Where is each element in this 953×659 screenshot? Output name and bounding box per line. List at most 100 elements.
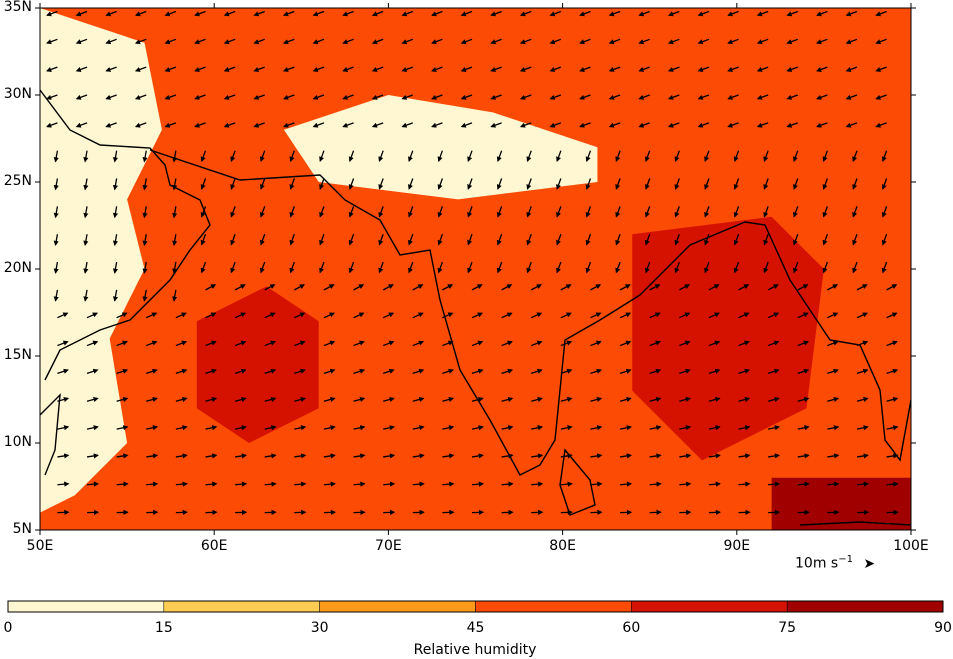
wind-arrow-421 [708,425,721,431]
wind-arrow-477 [797,453,810,459]
wind-arrow-78 [175,453,188,459]
wind-arrow-229 [412,481,425,487]
wind-arrow-526 [852,150,858,162]
colorbar-segment-1 [163,600,320,613]
wind-arrow-282 [460,66,473,72]
wind-arrow-512 [816,10,828,17]
wind-arrow-193 [353,425,366,431]
y-tick-label: 20N [3,260,32,276]
wind-arrow-98 [205,425,218,431]
wind-arrow-158 [294,340,306,347]
wind-arrow-108 [200,150,207,162]
colorbar-tick-label: 15 [154,620,173,636]
humidity-region-1 [283,95,598,200]
wind-arrow-104 [200,261,207,274]
map-plot [35,3,916,535]
wind-arrow-289 [501,396,514,403]
wind-arrow-189 [312,10,325,17]
wind-arrow-49 [112,206,119,219]
wind-arrow-53 [105,94,117,100]
colorbar-tick-label: 30 [310,620,329,636]
wind-arrow-433 [697,94,710,100]
wind-arrow-198 [353,284,365,291]
wind-arrow-292 [501,312,513,319]
wind-arrow-162 [289,233,295,246]
wind-arrow-199 [348,261,355,274]
wind-arrow-430 [704,178,710,190]
wind-arrow-271 [471,368,484,375]
wind-arrow-51 [112,150,119,163]
wind-arrow-97 [205,453,218,459]
wind-arrow-56 [105,10,117,17]
wind-arrow-62 [146,368,158,375]
wind-arrow-395 [638,94,650,100]
wind-arrow-305 [531,481,544,487]
wind-arrow-501 [827,312,839,319]
wind-arrow-235 [412,312,424,319]
wind-arrow-68 [142,206,148,219]
wind-arrow-217 [382,284,394,291]
wind-arrow-9 [53,261,59,274]
wind-arrow-472 [756,66,769,72]
wind-arrow-28 [83,261,89,274]
wind-arrow-384 [649,396,662,403]
wind-arrow-422 [708,396,721,403]
wind-arrow-307 [531,425,544,431]
wind-arrow-491 [786,66,798,72]
wind-arrow-416 [668,38,680,45]
wind-arrow-241 [408,150,414,162]
wind-arrow-444 [738,312,750,319]
wind-arrow-359 [579,38,591,45]
colorbar-tick-label: 0 [3,620,13,636]
coastline-oman [40,393,61,476]
wind-arrow-224 [371,94,384,100]
wind-arrow-118 [234,396,247,403]
wind-arrow-44 [116,340,128,347]
wind-arrow-333 [556,233,562,246]
wind-arrow-527 [845,122,858,128]
wind-arrow-4 [57,396,70,403]
wind-arrow-27 [83,289,89,302]
wind-arrow-121 [234,312,247,319]
wind-arrow-136 [264,425,277,431]
wind-arrow-547 [875,94,887,100]
wind-arrow-253 [442,340,454,347]
wind-arrow-105 [200,233,207,246]
wind-arrow-360 [579,10,591,17]
wind-arrow-16 [46,66,58,72]
wind-arrow-328 [560,368,573,375]
wind-arrow-419 [708,481,721,487]
wind-arrow-169 [283,38,295,45]
wind-arrow-355 [585,150,592,162]
wind-arrow-467 [763,206,769,218]
wind-arrow-506 [822,178,828,190]
wind-arrow-211 [383,453,396,459]
wind-arrow-394 [638,122,650,128]
wind-arrow-432 [697,122,710,128]
wind-arrow-196 [353,340,365,347]
wind-arrow-13 [53,150,59,163]
wind-arrow-6 [57,340,69,347]
wind-arrow-370 [615,261,621,274]
wind-arrow-243 [401,94,414,100]
wind-arrow-249 [442,453,455,459]
wind-arrow-372 [615,206,621,218]
wind-arrow-272 [471,340,484,347]
wind-arrow-435 [697,38,710,45]
wind-arrow-331 [560,284,572,291]
wind-arrow-373 [615,178,621,190]
wind-arrow-122 [234,284,246,291]
wind-arrow-493 [786,10,798,17]
wind-arrow-500 [827,340,839,347]
wind-arrow-200 [348,233,355,246]
wind-arrow-425 [708,312,720,319]
wind-arrow-490 [786,94,798,100]
y-tick-label: 10N [3,434,32,450]
wind-arrow-354 [585,178,592,190]
wind-arrow-529 [845,66,858,72]
wind-arrow-495 [827,481,840,487]
wind-arrow-382 [649,453,662,459]
y-tick-label: 30N [3,86,32,102]
wind-arrow-284 [460,10,473,17]
wind-arrow-144 [259,206,266,218]
